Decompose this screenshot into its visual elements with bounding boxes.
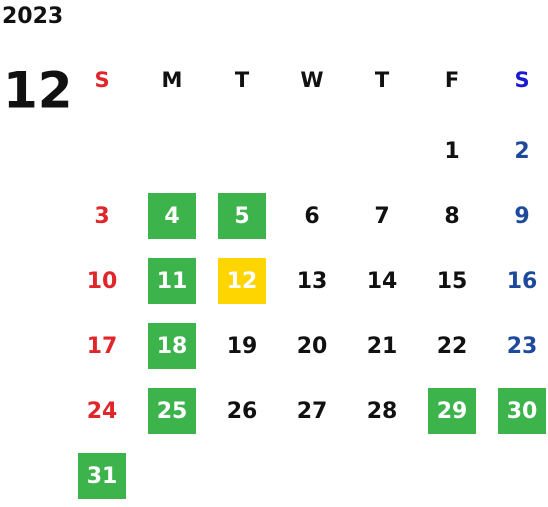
day-number: 6 (304, 204, 319, 229)
weekday-label: M (162, 68, 183, 92)
weekday-label: T (235, 68, 250, 92)
day-number: 9 (514, 204, 529, 229)
day-number: 7 (374, 204, 389, 229)
day-highlight (218, 193, 266, 239)
weekday-label: S (94, 68, 109, 92)
weekday-label: F (445, 68, 459, 92)
weekday-label: S (514, 68, 529, 92)
day-number: 5 (234, 204, 249, 229)
day-number: 21 (367, 334, 398, 359)
day-number: 12 (227, 269, 258, 294)
day-highlight (498, 388, 546, 434)
day-number: 26 (227, 399, 258, 424)
day-number: 25 (157, 399, 188, 424)
day-number: 13 (297, 269, 328, 294)
day-highlight (218, 258, 266, 304)
day-number: 4 (164, 204, 179, 229)
weekday-label: W (300, 68, 323, 92)
month: 12 (3, 62, 73, 120)
day-number: 16 (507, 269, 538, 294)
day-number: 8 (444, 204, 459, 229)
day-number: 15 (437, 269, 468, 294)
day-highlight (148, 323, 196, 369)
day-number: 30 (507, 399, 538, 424)
day-highlight (148, 193, 196, 239)
day-number: 3 (94, 204, 109, 229)
day-number: 24 (87, 399, 118, 424)
weekday-label: T (375, 68, 390, 92)
day-highlight (148, 388, 196, 434)
day-number: 14 (367, 269, 398, 294)
day-number: 28 (367, 399, 398, 424)
day-number: 2 (514, 139, 529, 164)
day-number: 27 (297, 399, 328, 424)
day-number: 18 (157, 334, 188, 359)
day-number: 29 (437, 399, 468, 424)
day-number: 20 (297, 334, 328, 359)
day-number: 23 (507, 334, 538, 359)
day-number: 31 (87, 464, 118, 489)
day-highlight (428, 388, 476, 434)
day-number: 10 (87, 269, 118, 294)
year: 2023 (2, 4, 63, 29)
day-highlight (148, 258, 196, 304)
day-highlight (78, 453, 126, 499)
day-number: 1 (444, 139, 459, 164)
day-number: 11 (157, 269, 188, 294)
day-number: 22 (437, 334, 468, 359)
day-number: 19 (227, 334, 258, 359)
day-number: 17 (87, 334, 118, 359)
